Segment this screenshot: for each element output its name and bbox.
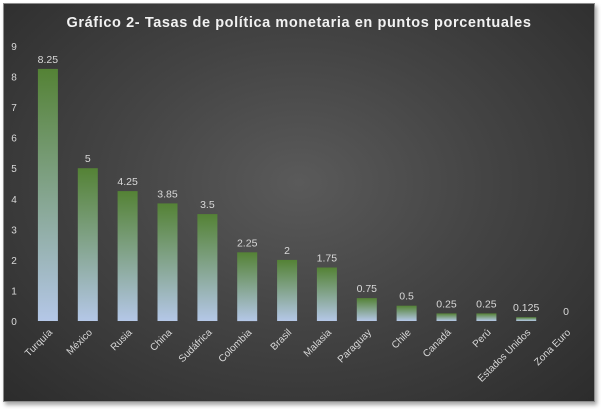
x-tick-label: Rusia <box>109 327 135 353</box>
x-tick-label: Paraguay <box>336 327 374 365</box>
data-label: 2.25 <box>237 237 258 249</box>
bar <box>476 313 497 321</box>
x-tick-label: Perú <box>471 327 494 350</box>
data-label: 0.125 <box>513 302 539 314</box>
bar-chart: Gráfico 2- Tasas de política monetaria e… <box>11 15 573 385</box>
data-label: 0.75 <box>357 283 378 295</box>
bar <box>37 68 58 322</box>
x-tick-label: Sudáfrica <box>177 327 215 365</box>
bar <box>157 203 178 321</box>
y-tick-label: 9 <box>11 42 17 53</box>
data-label: 0.25 <box>476 298 497 310</box>
x-tick-label: Turquía <box>23 327 55 359</box>
bar <box>117 191 138 321</box>
y-tick-label: 0 <box>11 317 17 328</box>
bar <box>197 214 218 321</box>
y-tick-label: 4 <box>11 195 17 206</box>
y-tick-label: 7 <box>11 103 17 114</box>
data-label: 3.5 <box>200 199 215 211</box>
data-label: 4.25 <box>117 176 138 188</box>
y-tick-label: 8 <box>11 73 17 84</box>
bar <box>77 168 98 321</box>
x-tick-label: China <box>148 327 175 354</box>
data-label: 1.75 <box>317 253 338 265</box>
data-label: 0.25 <box>436 298 457 310</box>
y-tick-label: 1 <box>11 286 17 297</box>
y-tick-label: 3 <box>11 225 17 236</box>
bar <box>356 298 377 321</box>
bar-series <box>37 68 537 322</box>
x-tick-label: Canadá <box>421 327 454 360</box>
x-tick-label: Malasia <box>302 327 334 359</box>
data-label: 8.25 <box>38 54 59 66</box>
bar <box>396 305 417 321</box>
x-tick-label: Colombia <box>217 327 255 365</box>
x-axis: Turquía México Rusia China Sudáfrica Colombia… <box>23 327 573 385</box>
bar <box>516 317 537 321</box>
data-label: 0.5 <box>399 291 414 303</box>
x-tick-label: Brasil <box>269 327 294 352</box>
data-labels: 8.25 5 4.25 3.85 3.5 2.25 2 1.75 0.75 0.5 0.25 0.25… <box>38 54 569 318</box>
data-label: 3.85 <box>157 188 178 200</box>
data-label: 5 <box>85 153 91 165</box>
bar <box>237 252 258 322</box>
bar <box>436 313 457 321</box>
y-tick-label: 2 <box>11 256 17 267</box>
x-tick-label: Chile <box>390 327 414 351</box>
y-tick-label: 6 <box>11 134 17 145</box>
chart-area: Gráfico 2- Tasas de política monetaria e… <box>3 3 595 402</box>
x-tick-label: Zona Euro <box>532 327 573 368</box>
data-label: 0 <box>563 306 569 318</box>
y-axis: 0 1 2 3 4 5 6 7 8 9 <box>11 42 17 328</box>
bar <box>316 267 337 321</box>
data-label: 2 <box>284 245 290 257</box>
x-tick-label: México <box>65 327 95 357</box>
chart-title: Gráfico 2- Tasas de política monetaria e… <box>67 15 532 31</box>
bar <box>277 259 298 321</box>
y-tick-label: 5 <box>11 164 17 175</box>
